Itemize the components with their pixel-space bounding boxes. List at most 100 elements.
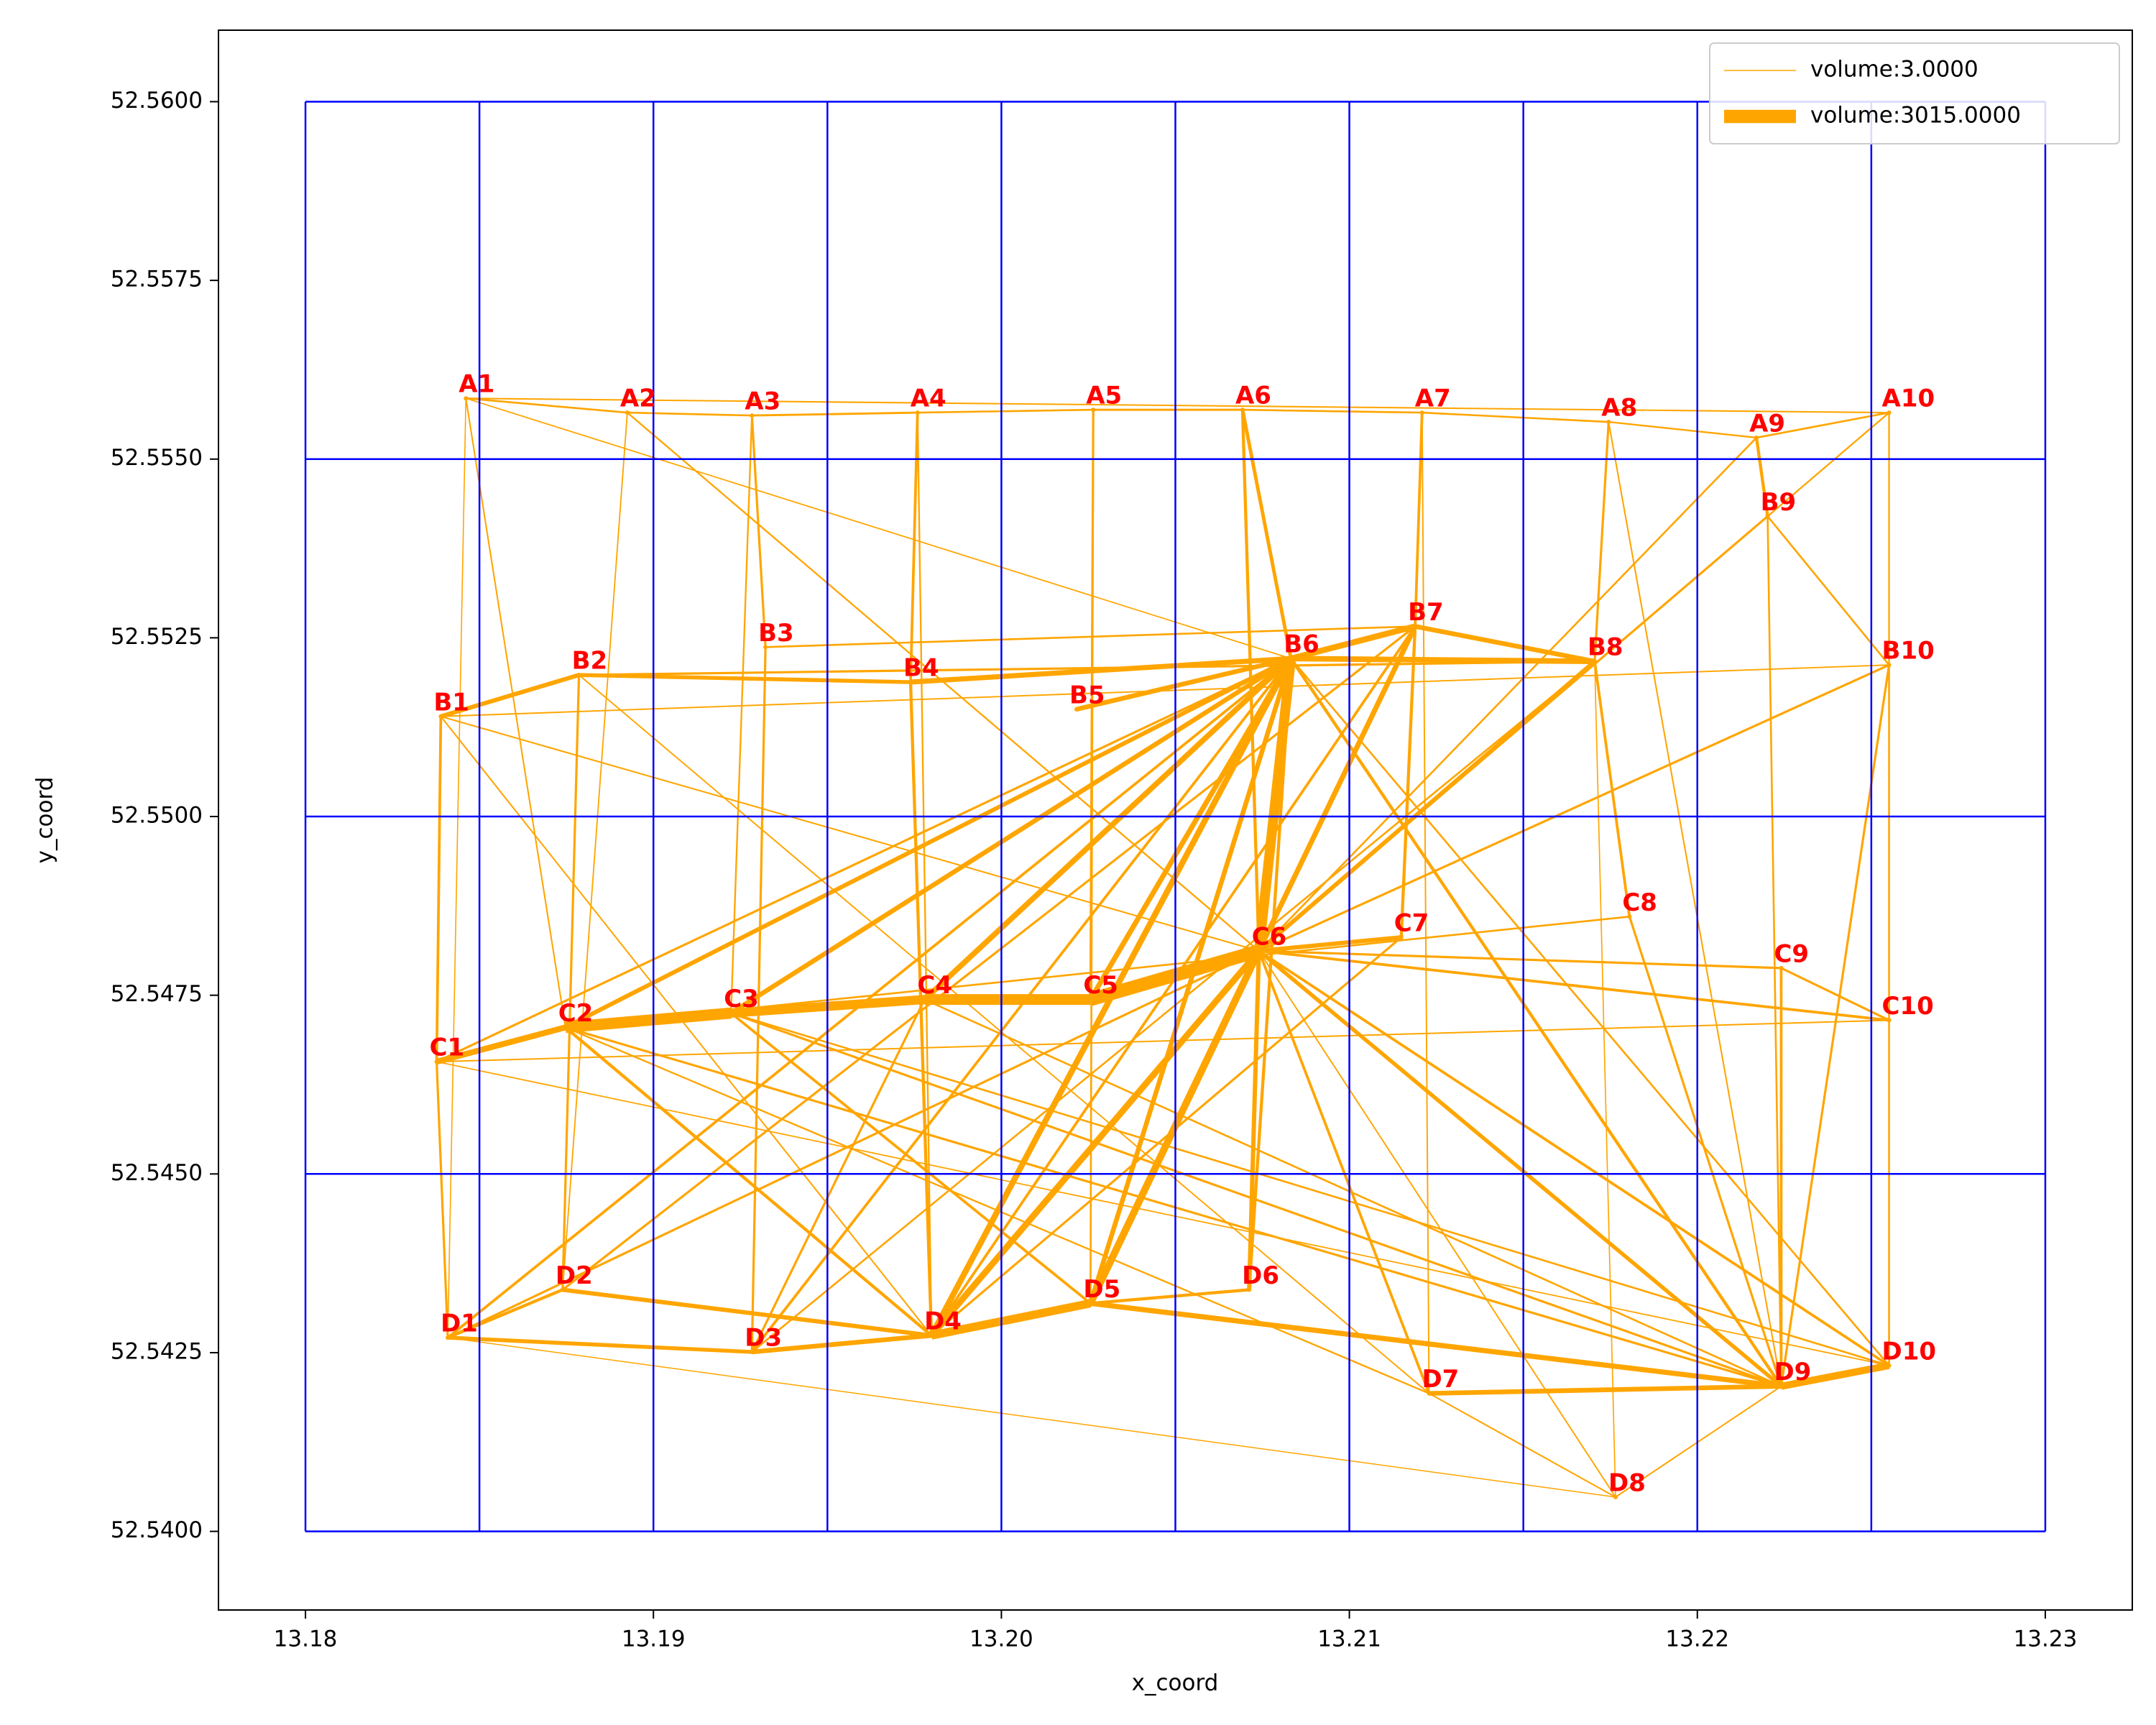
- node-label: A4: [911, 385, 946, 413]
- edge: [579, 660, 1595, 676]
- edge: [1247, 950, 1261, 1290]
- node-label: A9: [1749, 409, 1785, 438]
- node: [750, 413, 755, 418]
- node-label: C1: [430, 1034, 465, 1062]
- edge: [1258, 949, 1889, 1022]
- y-tick-label: 52.5550: [111, 445, 203, 471]
- node-label: D2: [556, 1261, 593, 1290]
- edge: [1414, 413, 1424, 627]
- node: [1779, 965, 1784, 970]
- edge: [561, 625, 1416, 1291]
- edge: [729, 656, 1293, 1016]
- node: [1074, 707, 1079, 712]
- edge: [579, 673, 911, 684]
- edge: [1247, 658, 1293, 1290]
- edge: [1257, 950, 1431, 1394]
- edge: [578, 674, 1430, 1394]
- node-label: A7: [1415, 385, 1451, 413]
- node: [1088, 997, 1093, 1002]
- edge: [440, 673, 580, 719]
- node: [1592, 659, 1597, 664]
- edge: [465, 397, 1291, 660]
- node: [1256, 949, 1261, 954]
- edge: [435, 716, 443, 1062]
- edge: [436, 1061, 1889, 1366]
- node: [1779, 1384, 1784, 1389]
- node-label: C7: [1394, 909, 1429, 938]
- node: [1399, 935, 1404, 940]
- node: [922, 997, 927, 1002]
- edge: [436, 1019, 1889, 1063]
- node-label: D4: [924, 1307, 962, 1336]
- node-label: A5: [1086, 382, 1122, 410]
- edge: [466, 397, 628, 414]
- edge: [1089, 1300, 1782, 1389]
- edge: [1290, 623, 1416, 662]
- edge: [1258, 663, 1890, 952]
- edge: [1608, 420, 1757, 439]
- node-label: A2: [620, 385, 656, 413]
- edge: [1756, 411, 1889, 439]
- node: [464, 396, 469, 401]
- edge: [750, 647, 767, 1352]
- edge: [1428, 1392, 1616, 1498]
- node: [560, 1287, 565, 1292]
- edge: [1240, 409, 1293, 659]
- edge: [1754, 437, 1769, 517]
- edge: [447, 1335, 752, 1354]
- node-label: B4: [903, 654, 939, 683]
- edge: [1766, 515, 1890, 666]
- node-label: D8: [1608, 1468, 1646, 1497]
- edge: [752, 411, 918, 417]
- edge: [765, 625, 1416, 648]
- edge: [1089, 625, 1416, 1305]
- edge: [909, 413, 919, 683]
- legend-label: volume:3.0000: [1810, 57, 1978, 83]
- edge: [440, 716, 932, 1336]
- edge: [1289, 658, 1783, 1387]
- node-label: B5: [1069, 681, 1105, 709]
- edge: [750, 658, 1292, 1353]
- edge: [1429, 1384, 1782, 1396]
- x-tick-label: 13.22: [1665, 1627, 1729, 1652]
- edge: [436, 1024, 566, 1065]
- node: [1427, 1391, 1432, 1396]
- edge: [1258, 436, 1758, 952]
- y-tick-label: 52.5600: [111, 88, 203, 114]
- edge: [565, 915, 1630, 1029]
- edge: [441, 664, 1889, 717]
- edge: [446, 657, 1292, 1339]
- node-label: A10: [1882, 385, 1935, 413]
- node: [1289, 656, 1294, 661]
- y-tick-label: 52.5525: [111, 624, 203, 650]
- node-label: D10: [1882, 1337, 1937, 1366]
- edge: [931, 936, 1402, 1337]
- node-label: C2: [558, 999, 594, 1028]
- node: [1886, 410, 1892, 415]
- x-axis-label: x_coord: [1132, 1670, 1219, 1696]
- node: [750, 1349, 755, 1354]
- node: [1419, 410, 1424, 415]
- y-tick-label: 52.5450: [111, 1160, 203, 1186]
- y-tick-label: 52.5575: [111, 267, 203, 293]
- node-label: B10: [1882, 637, 1935, 666]
- node: [1886, 1018, 1892, 1023]
- edge: [466, 397, 1889, 414]
- node: [1413, 624, 1418, 629]
- edge: [465, 398, 566, 1028]
- node: [915, 410, 920, 415]
- edge: [730, 415, 753, 1013]
- node: [563, 1025, 568, 1030]
- edge: [1258, 949, 1782, 970]
- edge: [922, 656, 1293, 1002]
- node: [1613, 1494, 1618, 1499]
- edge: [1593, 421, 1610, 662]
- edge: [561, 413, 628, 1290]
- edge: [1089, 410, 1095, 1304]
- edge: [1088, 658, 1294, 1305]
- edge: [447, 1337, 1616, 1498]
- edge: [564, 1026, 933, 1337]
- node: [1627, 914, 1632, 919]
